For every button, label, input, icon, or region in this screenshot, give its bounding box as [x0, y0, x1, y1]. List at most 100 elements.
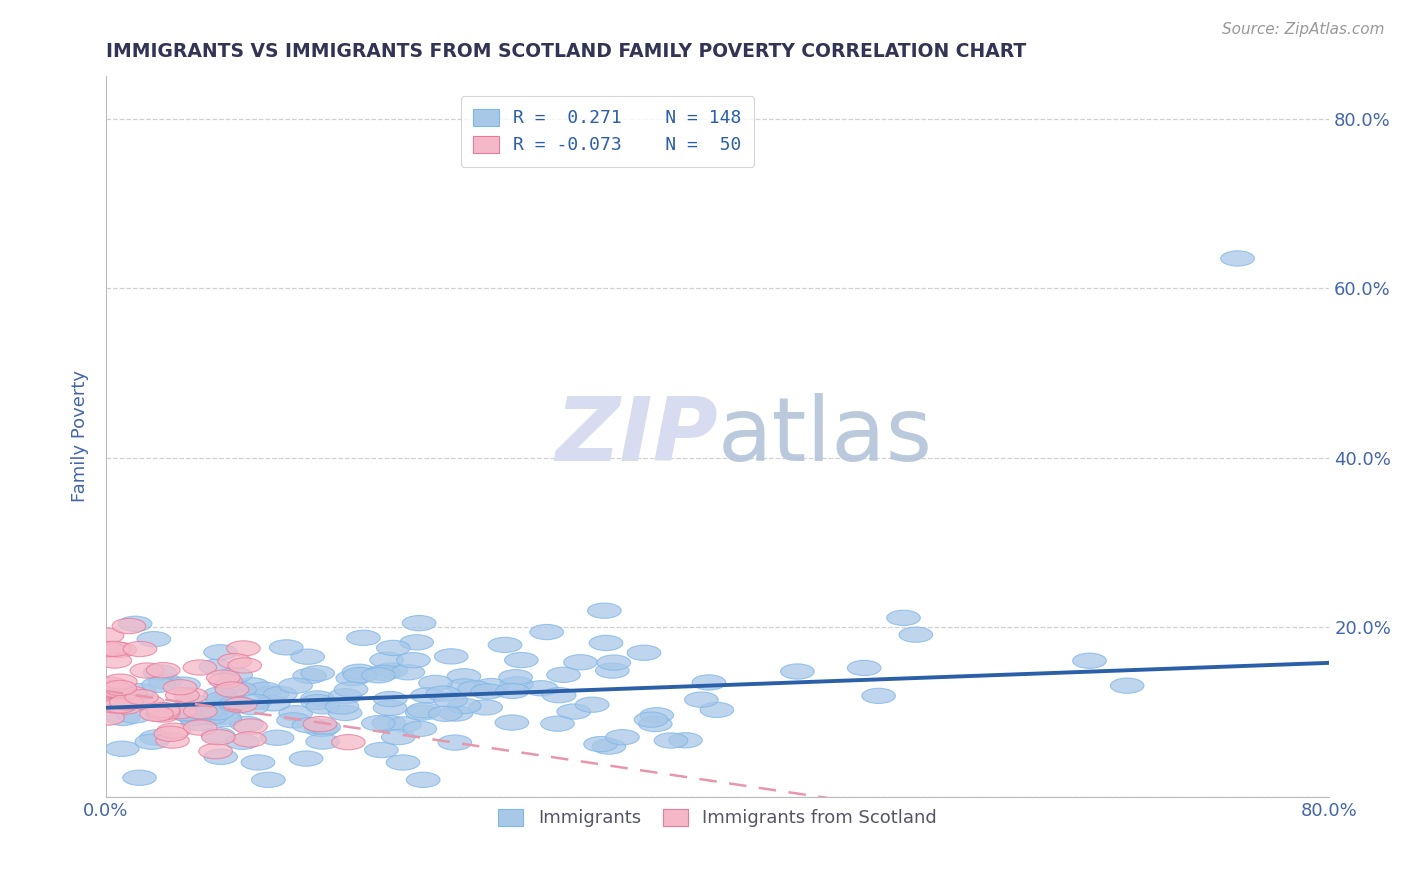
Ellipse shape	[179, 710, 212, 725]
Ellipse shape	[439, 706, 472, 721]
Ellipse shape	[155, 726, 187, 741]
Ellipse shape	[411, 688, 444, 703]
Ellipse shape	[167, 677, 200, 692]
Ellipse shape	[433, 692, 467, 708]
Ellipse shape	[328, 706, 361, 721]
Ellipse shape	[434, 648, 468, 664]
Ellipse shape	[247, 682, 281, 698]
Ellipse shape	[396, 653, 430, 668]
Ellipse shape	[780, 664, 814, 679]
Ellipse shape	[606, 730, 640, 745]
Ellipse shape	[204, 687, 238, 702]
Ellipse shape	[471, 684, 505, 699]
Ellipse shape	[575, 697, 609, 713]
Ellipse shape	[91, 681, 124, 696]
Ellipse shape	[218, 654, 252, 669]
Ellipse shape	[278, 678, 312, 693]
Ellipse shape	[219, 667, 253, 682]
Ellipse shape	[208, 673, 242, 689]
Ellipse shape	[184, 704, 217, 719]
Ellipse shape	[499, 677, 533, 692]
Ellipse shape	[583, 737, 617, 752]
Ellipse shape	[329, 689, 361, 704]
Ellipse shape	[589, 635, 623, 650]
Ellipse shape	[654, 733, 688, 748]
Ellipse shape	[115, 693, 149, 708]
Ellipse shape	[157, 723, 191, 739]
Ellipse shape	[112, 689, 146, 704]
Ellipse shape	[627, 645, 661, 660]
Text: ZIP: ZIP	[555, 393, 717, 480]
Ellipse shape	[669, 732, 702, 747]
Ellipse shape	[214, 678, 247, 693]
Ellipse shape	[399, 635, 433, 650]
Ellipse shape	[596, 663, 628, 678]
Ellipse shape	[163, 680, 197, 695]
Ellipse shape	[278, 706, 312, 721]
Ellipse shape	[90, 628, 124, 643]
Ellipse shape	[524, 681, 558, 696]
Ellipse shape	[530, 624, 564, 640]
Ellipse shape	[1073, 653, 1107, 668]
Ellipse shape	[207, 694, 240, 709]
Ellipse shape	[174, 688, 208, 703]
Ellipse shape	[225, 734, 259, 749]
Ellipse shape	[373, 700, 406, 715]
Ellipse shape	[97, 641, 131, 657]
Ellipse shape	[564, 655, 598, 670]
Ellipse shape	[458, 681, 492, 696]
Ellipse shape	[364, 742, 398, 757]
Ellipse shape	[370, 652, 404, 667]
Ellipse shape	[148, 673, 181, 689]
Ellipse shape	[98, 698, 132, 713]
Ellipse shape	[125, 690, 159, 705]
Ellipse shape	[208, 712, 242, 727]
Ellipse shape	[387, 755, 420, 770]
Ellipse shape	[190, 705, 224, 720]
Ellipse shape	[495, 714, 529, 731]
Ellipse shape	[447, 698, 481, 714]
Ellipse shape	[96, 678, 129, 693]
Ellipse shape	[406, 772, 440, 788]
Ellipse shape	[90, 641, 124, 657]
Ellipse shape	[233, 719, 267, 734]
Text: atlas: atlas	[717, 393, 932, 480]
Ellipse shape	[547, 667, 581, 682]
Ellipse shape	[114, 686, 148, 701]
Ellipse shape	[146, 703, 180, 718]
Ellipse shape	[374, 663, 408, 678]
Ellipse shape	[198, 744, 232, 759]
Ellipse shape	[181, 715, 215, 731]
Ellipse shape	[194, 709, 226, 724]
Ellipse shape	[361, 715, 395, 731]
Ellipse shape	[139, 706, 173, 722]
Y-axis label: Family Poverty: Family Poverty	[72, 370, 89, 502]
Ellipse shape	[700, 702, 734, 717]
Ellipse shape	[163, 704, 197, 719]
Ellipse shape	[201, 728, 235, 743]
Ellipse shape	[406, 703, 440, 718]
Ellipse shape	[222, 681, 256, 698]
Ellipse shape	[256, 686, 288, 701]
Ellipse shape	[292, 668, 326, 683]
Ellipse shape	[638, 716, 672, 731]
Ellipse shape	[468, 699, 502, 715]
Ellipse shape	[405, 705, 439, 720]
Ellipse shape	[541, 716, 574, 731]
Legend: Immigrants, Immigrants from Scotland: Immigrants, Immigrants from Scotland	[491, 801, 945, 835]
Ellipse shape	[447, 669, 481, 684]
Ellipse shape	[156, 733, 190, 748]
Ellipse shape	[347, 631, 380, 646]
Ellipse shape	[256, 696, 290, 711]
Ellipse shape	[325, 699, 359, 714]
Ellipse shape	[204, 645, 238, 660]
Ellipse shape	[305, 722, 339, 737]
Ellipse shape	[176, 695, 209, 710]
Ellipse shape	[136, 632, 170, 647]
Ellipse shape	[367, 665, 401, 681]
Ellipse shape	[685, 692, 718, 707]
Ellipse shape	[381, 730, 415, 745]
Ellipse shape	[93, 698, 127, 713]
Ellipse shape	[543, 688, 576, 703]
Ellipse shape	[292, 718, 326, 733]
